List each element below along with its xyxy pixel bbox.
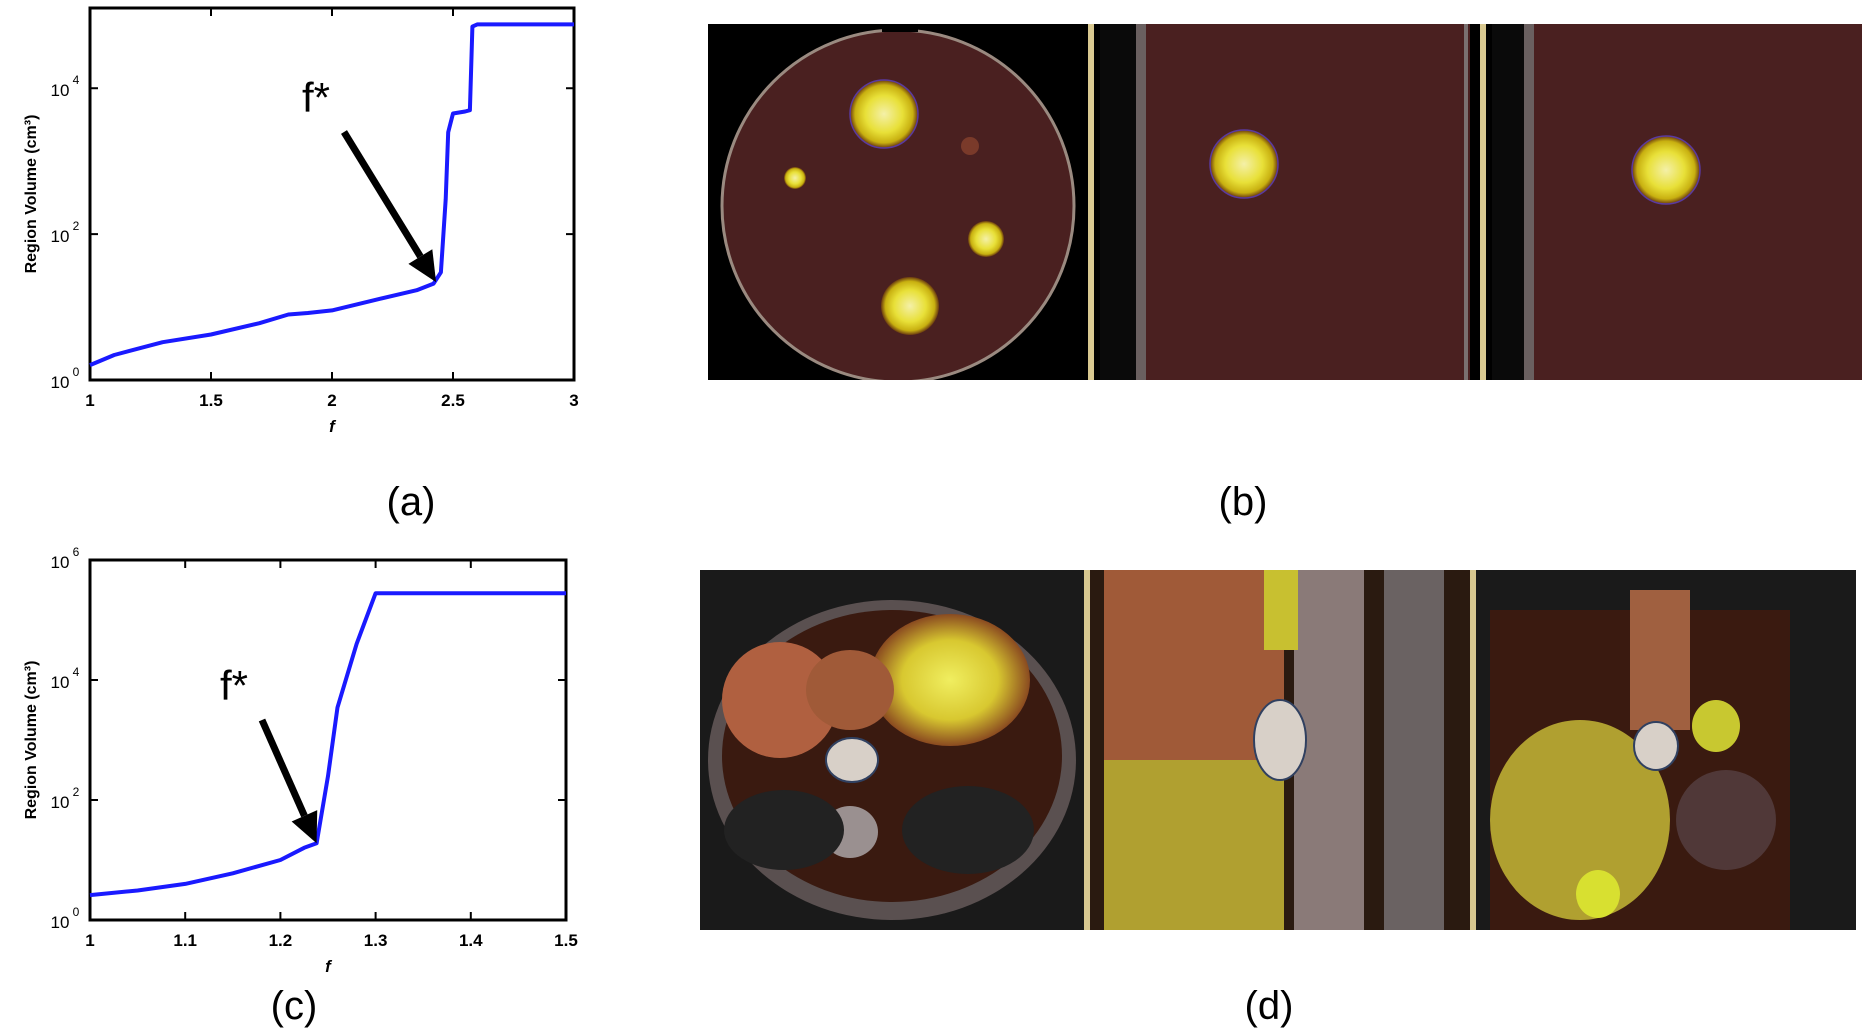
y-tick-exponent: 4 xyxy=(73,665,80,679)
plot-frame xyxy=(88,6,576,382)
annotation-arrow xyxy=(258,718,308,818)
phantom-sagittal-view xyxy=(1088,24,1480,380)
y-tick-exponent: 6 xyxy=(73,545,80,559)
y-axis-label: Region Volume (cm³) xyxy=(23,115,40,274)
x-tick-label: 2.5 xyxy=(441,391,465,410)
x-tick-label: 1.4 xyxy=(459,931,483,950)
x-tick-label: 1 xyxy=(85,391,94,410)
annotation-label: f* xyxy=(220,662,248,709)
caption-b: (b) xyxy=(1218,480,1268,524)
y-tick-label: 10 xyxy=(51,793,70,812)
patient-axial-view xyxy=(700,570,1084,930)
data-line xyxy=(89,591,566,898)
y-tick-exponent: 2 xyxy=(73,219,80,233)
x-tick-label: 3 xyxy=(569,391,578,410)
x-tick-label: 1.1 xyxy=(173,931,197,950)
caption-d: (d) xyxy=(1244,984,1294,1028)
y-tick-label: 10 xyxy=(51,81,70,100)
patient-sagittal-view xyxy=(1084,570,1470,930)
annotation-arrowhead xyxy=(291,810,318,844)
x-axis-label: f xyxy=(325,957,333,976)
caption-c: (c) xyxy=(270,984,318,1028)
y-axis-label: Region Volume (cm³) xyxy=(23,661,40,820)
x-tick-label: 1.2 xyxy=(269,931,293,950)
plot-frame xyxy=(88,558,568,922)
phantom-axial-view xyxy=(708,24,1088,380)
x-tick-label: 1 xyxy=(85,931,94,950)
annotation-label: f* xyxy=(302,74,330,121)
phantom-coronal-view xyxy=(1480,24,1862,380)
y-tick-exponent: 0 xyxy=(73,365,80,379)
y-tick-label: 10 xyxy=(51,553,70,572)
x-tick-label: 1.5 xyxy=(554,931,578,950)
x-tick-label: 1.3 xyxy=(364,931,388,950)
x-axis-label: f xyxy=(329,417,337,436)
x-tick-label: 1.5 xyxy=(199,391,223,410)
x-tick-label: 2 xyxy=(327,391,336,410)
y-tick-label: 10 xyxy=(51,373,70,392)
y-tick-label: 10 xyxy=(51,673,70,692)
y-tick-label: 10 xyxy=(51,227,70,246)
annotation-arrow xyxy=(341,130,424,259)
y-tick-exponent: 2 xyxy=(73,785,80,799)
y-tick-label: 10 xyxy=(51,913,70,932)
y-tick-exponent: 4 xyxy=(73,73,80,87)
annotation-arrowhead xyxy=(408,249,437,283)
data-line xyxy=(89,22,574,367)
y-tick-exponent: 0 xyxy=(73,905,80,919)
patient-coronal-view xyxy=(1470,570,1856,930)
caption-a: (a) xyxy=(386,480,436,524)
